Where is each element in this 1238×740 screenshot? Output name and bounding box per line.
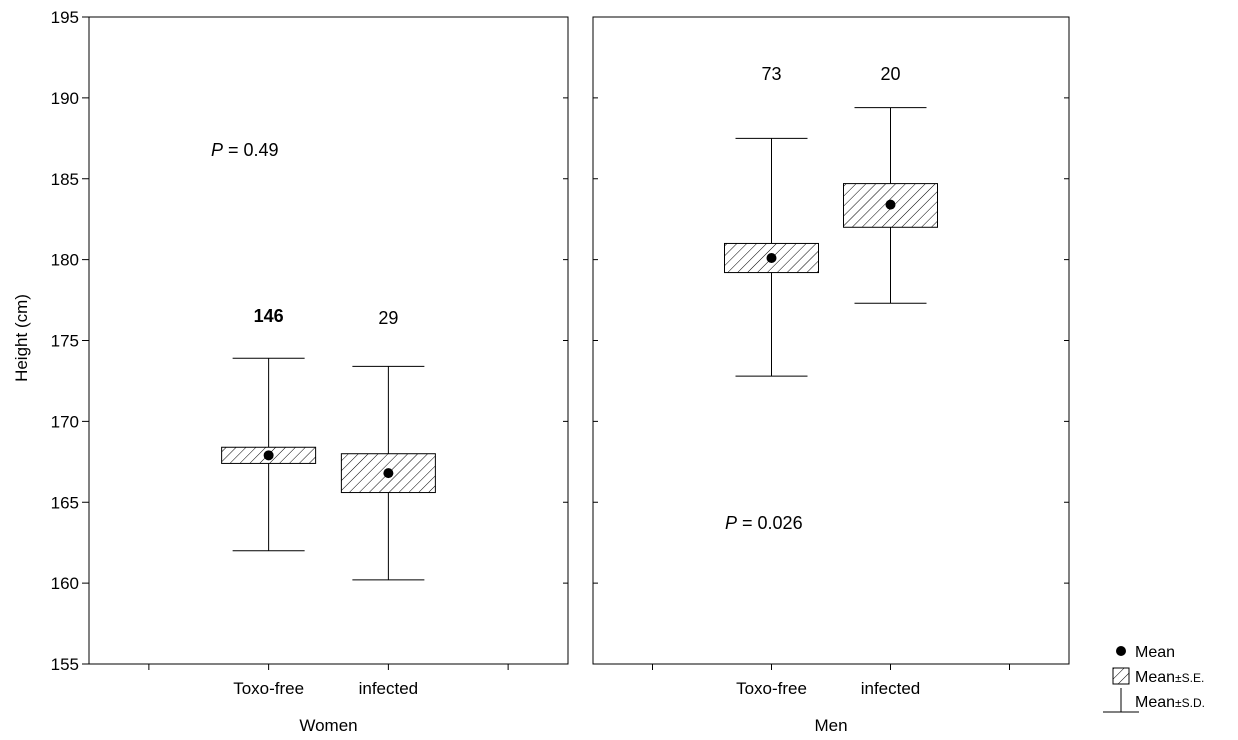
y-tick-label: 170 — [51, 412, 79, 431]
mean-marker — [885, 199, 896, 210]
mean-marker — [766, 253, 777, 264]
panel-title: Men — [814, 716, 847, 735]
y-tick-label: 190 — [51, 89, 79, 108]
sample-size-label: 146 — [254, 306, 284, 326]
y-axis-label: Height (cm) — [12, 294, 31, 382]
p-value-label: P = 0.026 — [725, 513, 803, 533]
legend-mean-marker — [1116, 646, 1126, 656]
x-category-label: Toxo-free — [233, 679, 304, 698]
y-tick-label: 155 — [51, 655, 79, 674]
y-tick-label: 165 — [51, 493, 79, 512]
panel-frame — [592, 16, 1070, 665]
mean-marker — [263, 450, 274, 461]
legend-mean-label: Mean — [1135, 644, 1175, 661]
legend: Mean Mean±S.E. Mean±S.D. — [1103, 644, 1205, 713]
panel-title: Women — [299, 716, 357, 735]
x-category-label: Toxo-free — [736, 679, 807, 698]
panel-frame — [88, 16, 569, 665]
x-category-label: infected — [359, 679, 419, 698]
x-category-label: infected — [861, 679, 921, 698]
y-tick-label: 175 — [51, 332, 79, 351]
panel-men: Toxo-free infected Men P = 0.026 73 20 — [592, 16, 1070, 735]
legend-sd-label: Mean±S.D. — [1135, 694, 1205, 711]
sample-size-label: 29 — [378, 308, 398, 328]
mean-marker — [383, 468, 394, 479]
y-tick-label: 180 — [51, 251, 79, 270]
y-tick-label: 195 — [51, 8, 79, 27]
p-value-label: P = 0.49 — [211, 140, 279, 160]
y-tick-label: 160 — [51, 574, 79, 593]
sample-size-label: 20 — [880, 64, 900, 84]
legend-se-swatch — [1112, 667, 1130, 685]
y-tick-label: 185 — [51, 170, 79, 189]
sample-size-label: 73 — [761, 64, 781, 84]
y-axis: 155 160 165 170 175 180 185 190 195 — [51, 8, 89, 674]
legend-se-label: Mean±S.E. — [1135, 669, 1204, 686]
